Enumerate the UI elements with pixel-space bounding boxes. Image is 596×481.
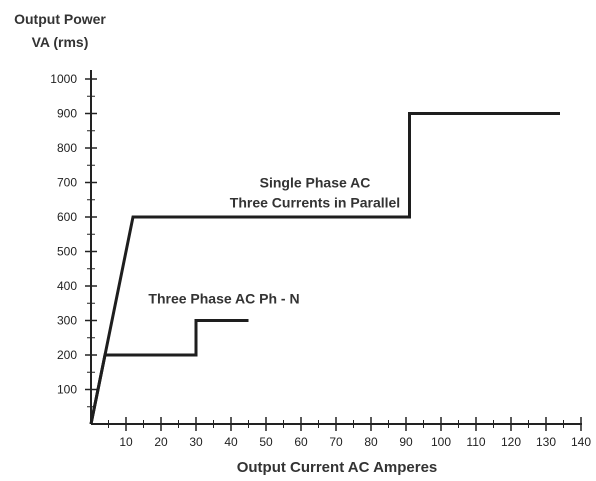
x-tick-label: 140 [571, 435, 591, 449]
y-tick-label: 400 [57, 279, 77, 293]
x-tick-label: 60 [294, 435, 308, 449]
x-tick-label: 70 [329, 435, 343, 449]
series-line-1 [89, 112, 560, 425]
annotation-single-line-1: Single Phase AC [260, 175, 371, 191]
x-tick-label: 90 [399, 435, 413, 449]
x-ticks: 10 20 30 40 50 60 70 80 90 100 110 120 130 140 [108, 417, 591, 449]
annotation-single-line-2: Three Currents in Parallel [230, 195, 400, 211]
series-line-2 [89, 319, 249, 425]
chart-title-line-1: Output Power [14, 11, 106, 27]
y-tick-label: 600 [57, 210, 77, 224]
x-tick-label: 20 [154, 435, 168, 449]
annotation-three-line-1: Three Phase AC Ph - N [148, 290, 299, 306]
x-tick-label: 120 [501, 435, 521, 449]
chart-title-line-2: VA (rms) [32, 34, 89, 50]
x-axis-title: Output Current AC Amperes [237, 459, 438, 476]
x-tick-label: 130 [536, 435, 556, 449]
x-tick-label: 80 [364, 435, 378, 449]
x-tick-label: 100 [431, 435, 451, 449]
series-layer [89, 112, 560, 425]
x-tick-label: 10 [119, 435, 133, 449]
y-tick-label: 100 [57, 383, 77, 397]
x-tick-label: 40 [224, 435, 238, 449]
y-tick-label: 1000 [50, 72, 77, 86]
axes [90, 70, 582, 425]
y-tick-label: 900 [57, 107, 77, 121]
x-tick-label: 30 [189, 435, 203, 449]
x-tick-label: 110 [466, 435, 485, 449]
y-tick-label: 700 [57, 176, 77, 190]
y-ticks: 100 200 300 400 500 600 700 800 900 1000 [50, 72, 97, 408]
annotations: Single Phase AC Three Currents in Paralle… [148, 175, 400, 307]
x-tick-label: 50 [259, 435, 273, 449]
y-tick-label: 500 [57, 245, 77, 259]
y-tick-label: 300 [57, 314, 77, 328]
y-tick-label: 800 [57, 141, 77, 155]
y-tick-label: 200 [57, 348, 77, 362]
